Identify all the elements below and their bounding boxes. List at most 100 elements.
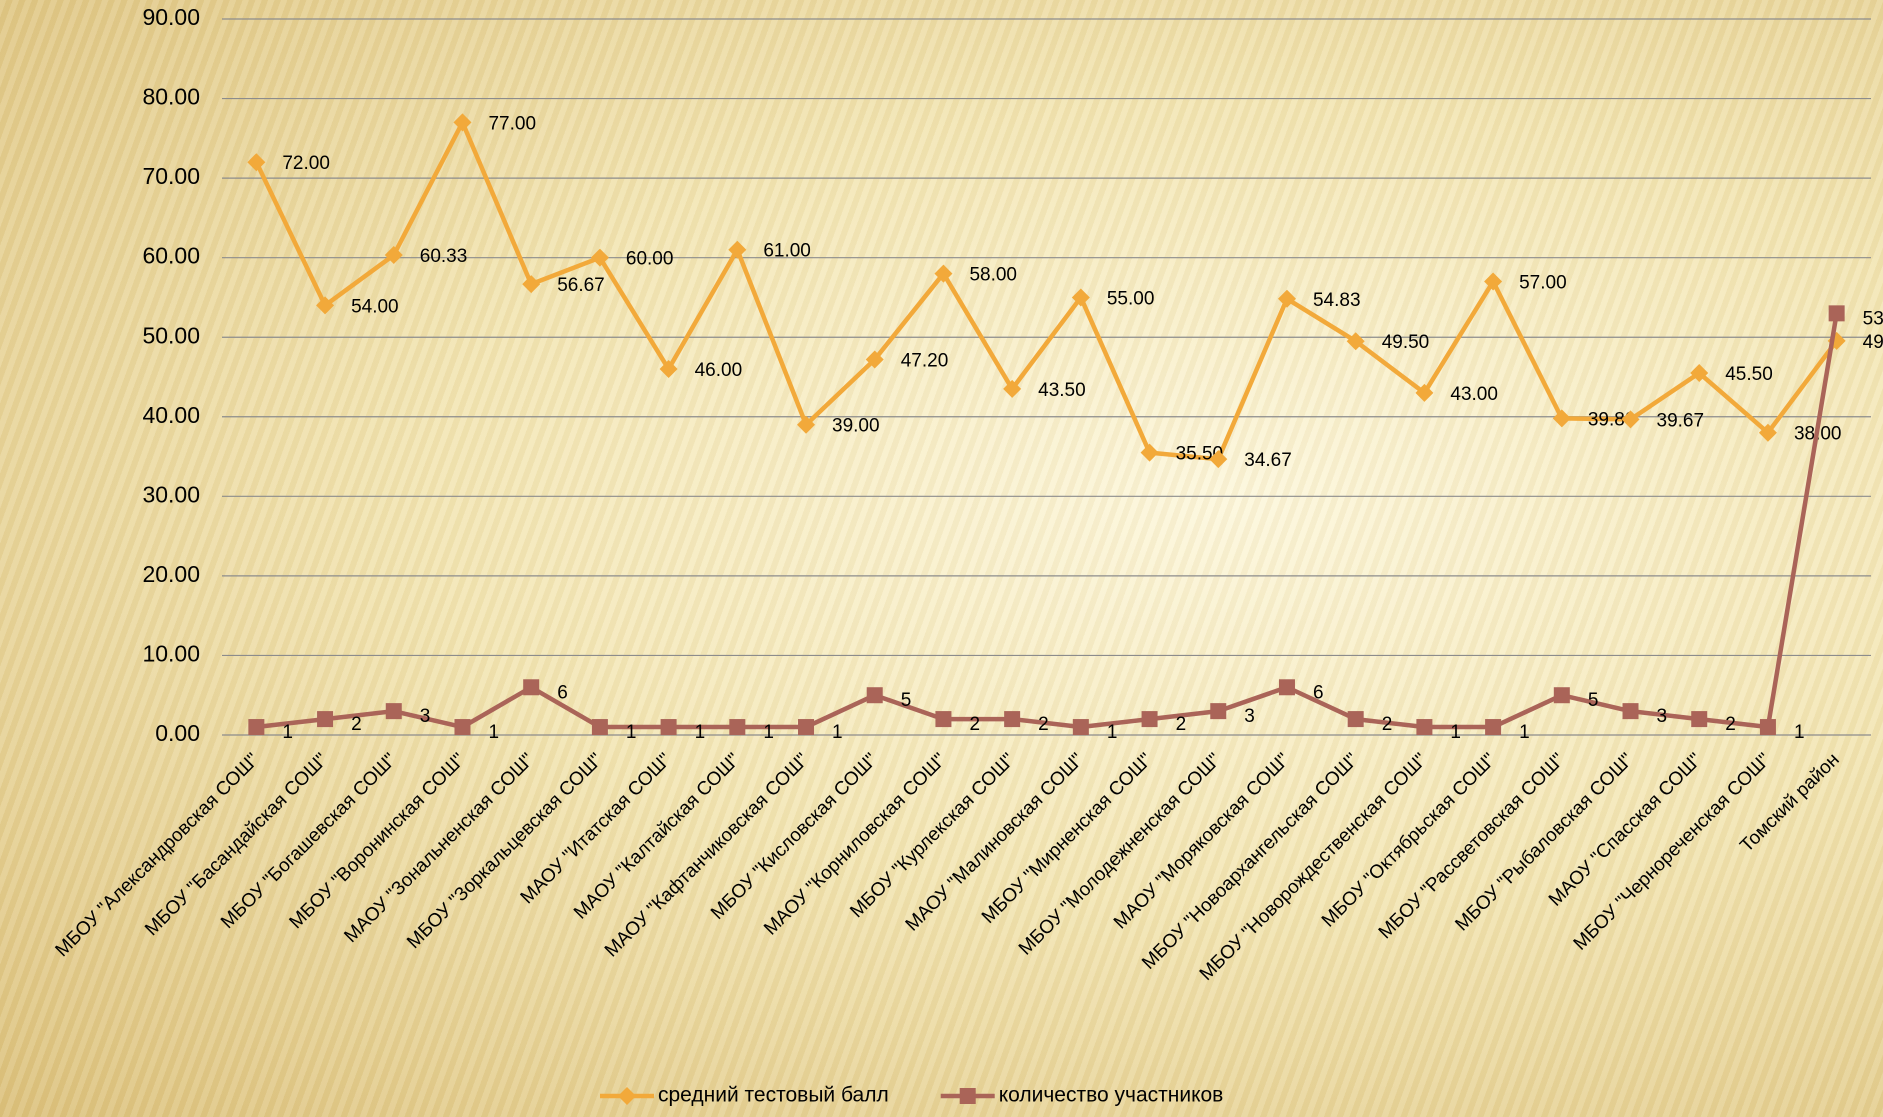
data-label: 55.00 [1107, 288, 1155, 309]
legend-item: средний тестовый балл [600, 1084, 889, 1107]
data-label: 2 [1382, 714, 1393, 735]
data-label: 60.00 [626, 249, 674, 270]
data-label: 46.00 [695, 360, 743, 381]
point [1210, 703, 1227, 720]
point [522, 275, 541, 294]
data-label: 53 [1863, 308, 1883, 329]
point [590, 248, 609, 267]
series-line [254, 120, 1839, 462]
data-label: 3 [1657, 706, 1668, 727]
point [453, 113, 472, 132]
point [1484, 272, 1503, 291]
y-tick-label: 0.00 [155, 720, 200, 746]
point [1621, 410, 1640, 429]
data-label: 43.50 [1038, 380, 1086, 401]
y-tick-label: 20.00 [142, 561, 200, 587]
legend-label: средний тестовый балл [658, 1084, 889, 1107]
point [1140, 443, 1159, 462]
data-label: 5 [901, 690, 912, 711]
point [1553, 687, 1570, 704]
point [1071, 288, 1090, 307]
data-label: 54.83 [1313, 290, 1361, 311]
point [1622, 703, 1639, 720]
legend-marker [959, 1088, 976, 1104]
data-label: 54.00 [351, 296, 399, 317]
data-label: 1 [1519, 722, 1530, 743]
legend-item: количество участников [940, 1084, 1224, 1107]
point [660, 719, 677, 736]
point [865, 350, 884, 369]
data-label: 58.00 [969, 265, 1017, 286]
point [797, 415, 816, 434]
data-label: 2 [1038, 714, 1049, 735]
point [454, 719, 471, 736]
data-label: 77.00 [488, 113, 536, 134]
point [1485, 719, 1502, 736]
point [523, 679, 540, 696]
data-label: 1 [695, 722, 706, 743]
data-label: 2 [1176, 714, 1187, 735]
point [1141, 711, 1158, 728]
point [1277, 289, 1296, 308]
point [317, 711, 334, 728]
y-tick-label: 50.00 [142, 322, 200, 348]
point [1415, 383, 1434, 402]
data-label: 1 [626, 722, 637, 743]
point [1003, 379, 1022, 398]
point [1552, 409, 1571, 428]
y-tick-label: 40.00 [142, 402, 200, 428]
data-label: 39.80 [1588, 409, 1636, 430]
data-label: 61.00 [763, 241, 811, 262]
data-label: 1 [1107, 722, 1118, 743]
point [1278, 679, 1295, 696]
point [935, 711, 952, 728]
data-label: 1 [832, 722, 843, 743]
point [316, 296, 335, 315]
point [248, 719, 265, 736]
data-label: 3 [420, 706, 431, 727]
data-label: 2 [1725, 714, 1736, 735]
legend-marker [618, 1087, 636, 1105]
point [866, 687, 883, 704]
point [729, 719, 746, 736]
series-line [256, 312, 1839, 730]
data-label: 3 [1244, 706, 1255, 727]
point [1347, 711, 1364, 728]
data-label: 34.67 [1244, 450, 1292, 471]
y-tick-label: 70.00 [142, 163, 200, 189]
data-label: 1 [1450, 722, 1461, 743]
data-label: 49.54 [1863, 332, 1883, 353]
y-tick-label: 10.00 [142, 641, 200, 667]
data-label: 60.33 [420, 246, 468, 267]
point [247, 153, 266, 172]
data-label: 6 [1313, 682, 1324, 703]
data-label: 39.00 [832, 416, 880, 437]
data-label: 1 [1794, 722, 1805, 743]
data-label: 49.50 [1382, 332, 1430, 353]
data-label: 39.67 [1657, 410, 1705, 431]
point [1759, 719, 1776, 736]
data-label: 47.20 [901, 351, 949, 372]
y-tick-label: 80.00 [142, 84, 200, 110]
y-tick-label: 60.00 [142, 243, 200, 269]
point [659, 360, 678, 379]
legend-label: количество участников [999, 1084, 1224, 1107]
point [1691, 711, 1708, 728]
data-label: 45.50 [1725, 364, 1773, 385]
point [591, 719, 608, 736]
point [1690, 364, 1709, 383]
point [1072, 719, 1089, 736]
point [934, 264, 953, 283]
data-label: 1 [488, 722, 499, 743]
data-label: 2 [351, 714, 362, 735]
point [385, 703, 402, 720]
data-label: 72.00 [282, 153, 330, 174]
data-label: 6 [557, 682, 568, 703]
data-label: 1 [763, 722, 774, 743]
data-label: 1 [282, 722, 293, 743]
data-label: 43.00 [1450, 384, 1498, 405]
point [1346, 332, 1365, 351]
data-label: 2 [969, 714, 980, 735]
data-label: 57.00 [1519, 273, 1567, 294]
